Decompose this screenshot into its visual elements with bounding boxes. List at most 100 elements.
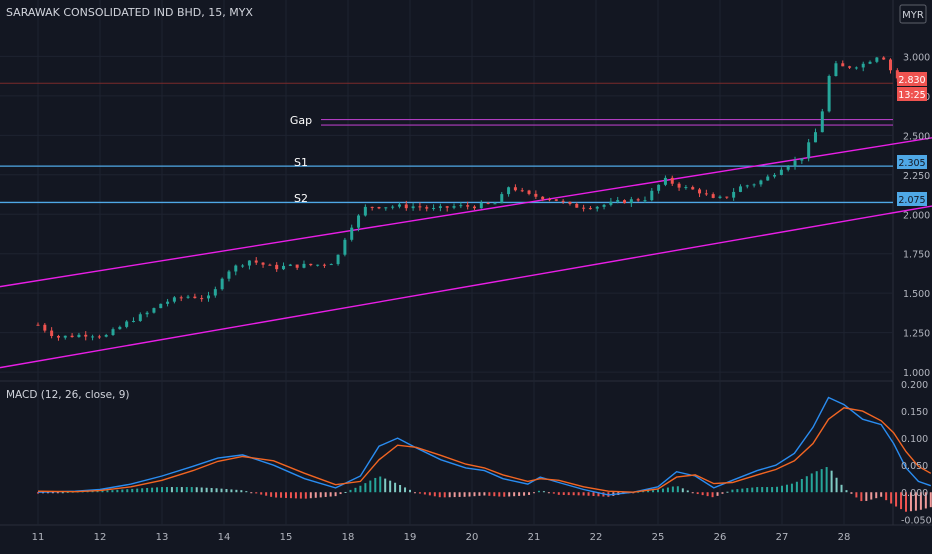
- time-tick-label: 28: [838, 532, 851, 543]
- macd-histogram-bar: [458, 492, 461, 497]
- candle-body: [766, 176, 770, 181]
- macd-histogram-bar: [136, 488, 139, 493]
- macd-histogram-bar: [919, 492, 922, 510]
- macd-histogram-bar: [369, 480, 372, 493]
- price-tick-label: 2.000: [903, 210, 930, 221]
- countdown-badge: 13:25: [897, 87, 927, 101]
- macd-histogram-bar: [523, 492, 526, 496]
- macd-histogram-bar: [195, 487, 198, 493]
- candle-body: [377, 207, 381, 209]
- macd-histogram-bar: [572, 492, 575, 496]
- candle-body: [145, 312, 149, 315]
- candle-body: [159, 303, 163, 309]
- grid: [0, 0, 932, 526]
- price-tick-label: 2.500: [903, 131, 930, 142]
- macd-histogram-bar: [245, 491, 248, 493]
- candle-body: [848, 66, 852, 68]
- time-tick-label: 26: [714, 532, 727, 543]
- candle-body: [841, 63, 845, 67]
- candle-body: [193, 296, 197, 299]
- candle-body: [704, 193, 708, 195]
- macd-histogram-bar: [895, 492, 898, 507]
- macd-histogram-bar: [389, 480, 392, 493]
- macd-histogram-bar: [131, 488, 134, 493]
- macd-histogram-bar: [756, 487, 759, 493]
- macd-tick-label: -0.050: [901, 515, 932, 526]
- macd-histogram-bar: [914, 492, 917, 511]
- candle-body: [125, 321, 129, 327]
- candle-body: [459, 205, 463, 207]
- candle-body: [636, 199, 640, 201]
- time-tick-label: 20: [466, 532, 479, 543]
- candle-body: [282, 265, 286, 270]
- macd-histogram-bar: [597, 492, 600, 497]
- candle-body: [663, 177, 667, 185]
- macd-histogram-bar: [280, 492, 283, 498]
- candle-body: [541, 196, 545, 200]
- candle-body: [738, 186, 742, 192]
- macd-histogram-bar: [101, 490, 104, 493]
- macd-histogram-bar: [781, 485, 783, 493]
- signal-line: [37, 407, 932, 493]
- candle-body: [50, 330, 54, 337]
- macd-histogram-bar: [746, 488, 749, 493]
- candle-body: [813, 132, 817, 143]
- macd-histogram-bar: [741, 488, 744, 493]
- macd-histogram-bar: [900, 492, 903, 510]
- macd-histogram-bar: [562, 492, 565, 495]
- currency-button[interactable]: MYR: [899, 4, 927, 24]
- trend-channel-upper[interactable]: [0, 137, 932, 288]
- price-tick-label: 1.000: [903, 368, 930, 379]
- candle-body: [166, 301, 170, 304]
- macd-histogram-bar: [324, 492, 327, 497]
- macd-histogram-bar: [483, 492, 486, 496]
- macd-histogram-bar: [642, 491, 645, 493]
- macd-histogram-bar: [860, 492, 863, 502]
- price-pane[interactable]: [0, 56, 932, 369]
- candle-body: [247, 260, 251, 266]
- macd-histogram-bar: [91, 491, 94, 493]
- candle-body: [70, 335, 74, 338]
- macd-histogram-bar: [830, 470, 833, 493]
- candle-body: [227, 271, 231, 279]
- candle-body: [111, 329, 115, 335]
- macd-histogram-bar: [567, 492, 570, 496]
- candle-body: [472, 206, 476, 209]
- candle-body: [561, 200, 565, 202]
- trend-channel-lower[interactable]: [0, 205, 932, 369]
- candle-body: [520, 190, 524, 192]
- macd-histogram-bar: [736, 489, 739, 493]
- macd-histogram-bar: [805, 476, 808, 493]
- macd-tick-label: 0.050: [901, 461, 928, 472]
- last-price-badge: 2.830: [897, 72, 927, 86]
- macd-histogram-bar: [309, 492, 312, 499]
- macd-histogram-bar: [448, 492, 451, 498]
- time-tick-label: 21: [528, 532, 541, 543]
- candle-body: [602, 204, 606, 207]
- macd-histogram-bar: [255, 492, 258, 494]
- macd-histogram-bar: [771, 487, 774, 493]
- candle-body: [643, 200, 647, 202]
- macd-histogram-bar: [285, 492, 287, 498]
- macd-histogram-bar: [240, 490, 243, 493]
- macd-histogram-bar: [463, 492, 466, 497]
- candle-body: [527, 190, 531, 194]
- candle-body: [261, 262, 265, 265]
- candle-body: [438, 206, 442, 208]
- macd-histogram-bar: [205, 487, 208, 493]
- macd-histogram-bar: [924, 492, 927, 509]
- macd-histogram-bar: [394, 482, 397, 493]
- macd-histogram-bar: [225, 489, 228, 493]
- macd-tick-label: 0.000: [901, 488, 928, 499]
- candle-body: [118, 326, 122, 330]
- candle-body: [131, 320, 135, 322]
- macd-histogram-bar: [587, 492, 590, 496]
- macd-pane[interactable]: [37, 396, 932, 512]
- macd-histogram-bar: [652, 490, 655, 493]
- macd-histogram-bar: [210, 488, 213, 493]
- macd-histogram-bar: [443, 492, 446, 498]
- price-tick-label: 1.750: [903, 250, 930, 261]
- macd-histogram-bar: [37, 492, 39, 494]
